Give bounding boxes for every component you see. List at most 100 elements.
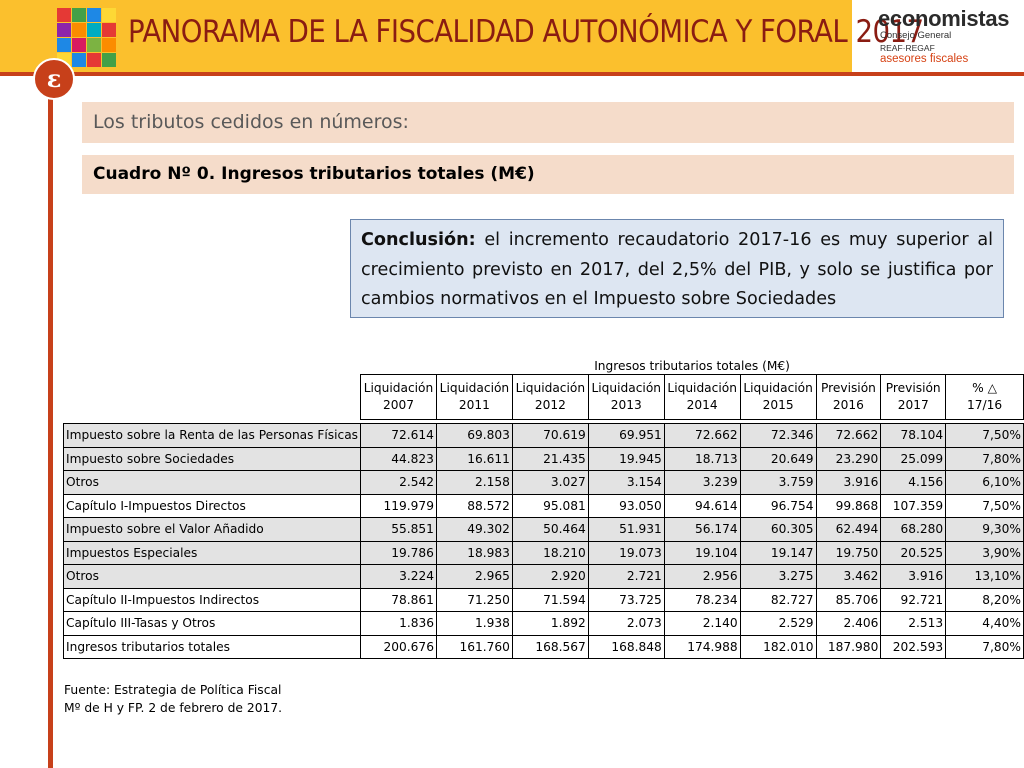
table-cell: 93.050	[587, 493, 665, 518]
brand-logo-text: economistas	[878, 6, 1010, 31]
column-header-line2: 17/16	[966, 398, 1003, 412]
column-header-row: Liquidación 2007 Liquidación 2011 Liquidació…	[64, 374, 1024, 420]
table-cell: 18.713	[663, 446, 741, 471]
column-header: Liquidación 2011	[435, 374, 513, 420]
column-header-line1: % △	[972, 381, 997, 395]
table-cell: 69.951	[587, 423, 665, 448]
row-label: Ingresos tributarios totales	[62, 634, 362, 659]
table-cell: 3.916	[815, 470, 882, 495]
table-cell: 95.081	[511, 493, 589, 518]
table-cell: 49.302	[435, 517, 513, 542]
table-body: Impuesto sobre la Renta de las Personas …	[62, 423, 1024, 659]
column-header-line2: 2016	[832, 398, 864, 412]
column-header-line2: 2014	[686, 398, 718, 412]
column-header-line1: Previsión	[885, 381, 941, 395]
left-margin-rule	[48, 72, 53, 768]
table-cell: 69.803	[435, 423, 513, 448]
table-cell: 8,20%	[945, 587, 1024, 612]
conclusion-box: Conclusión: el incremento recaudatorio 2…	[350, 219, 1004, 318]
table-row: Impuesto sobre la Renta de las Personas …	[62, 423, 1024, 448]
column-header: Liquidación 2014	[663, 374, 741, 420]
source-line-1: Fuente: Estrategia de Política Fiscal	[64, 683, 282, 697]
table-cell: 88.572	[435, 493, 513, 518]
table-cell: 78.234	[663, 587, 741, 612]
table-cell: 200.676	[360, 634, 437, 659]
table-cell: 25.099	[880, 446, 947, 471]
table-cell: 55.851	[360, 517, 437, 542]
table-row: Capítulo III-Tasas y Otros 1.836 1.938 1.89…	[62, 611, 1024, 636]
table-cell: 72.662	[815, 423, 882, 448]
table-cell: 182.010	[739, 634, 817, 659]
table-cell: 168.848	[587, 634, 665, 659]
table-cell: 19.786	[360, 540, 437, 565]
table-cell: 3.154	[587, 470, 665, 495]
row-label: Impuesto sobre el Valor Añadido	[62, 517, 362, 542]
column-header-line2: 2015	[762, 398, 794, 412]
column-header: Liquidación 2013	[587, 374, 665, 420]
table-row: Impuesto sobre Sociedades 44.823 16.611 21.…	[62, 446, 1024, 471]
table-cell: 3.462	[815, 564, 882, 589]
column-header: Previsión 2016	[815, 374, 882, 420]
table-cell: 82.727	[739, 587, 817, 612]
table-cell: 3.275	[739, 564, 817, 589]
column-header: Previsión 2017	[880, 374, 947, 420]
table-cell: 2.956	[663, 564, 741, 589]
table-cell: 1.892	[511, 611, 589, 636]
table-cell: 202.593	[880, 634, 947, 659]
table-cell: 85.706	[815, 587, 882, 612]
table-cell: 2.406	[815, 611, 882, 636]
table-cell: 78.104	[880, 423, 947, 448]
table-cell: 2.513	[880, 611, 947, 636]
table-cell: 2.965	[435, 564, 513, 589]
table-cell: 3.027	[511, 470, 589, 495]
table-cell: 60.305	[739, 517, 817, 542]
header-divider	[0, 72, 1024, 76]
table-cell: 99.868	[815, 493, 882, 518]
table-cell: 73.725	[587, 587, 665, 612]
table-cell: 50.464	[511, 517, 589, 542]
source-note: Fuente: Estrategia de Política Fiscal Mº…	[64, 681, 282, 717]
table-cell: 71.594	[511, 587, 589, 612]
table-cell: 4,40%	[945, 611, 1024, 636]
table-cell: 107.359	[880, 493, 947, 518]
table-cell: 72.662	[663, 423, 741, 448]
row-label: Impuestos Especiales	[62, 540, 362, 565]
epsilon-logo-icon: ε	[33, 58, 75, 100]
row-label: Impuesto sobre Sociedades	[62, 446, 362, 471]
table-cell: 3,90%	[945, 540, 1024, 565]
row-label: Capítulo I-Impuestos Directos	[62, 493, 362, 518]
table-cell: 3.759	[739, 470, 817, 495]
table-cell: 72.614	[360, 423, 437, 448]
table-cell: 2.920	[511, 564, 589, 589]
table-cell: 20.649	[739, 446, 817, 471]
table-caption: Ingresos tributarios totales (M€)	[594, 358, 790, 373]
table-cell: 4.156	[880, 470, 947, 495]
table-cell: 16.611	[435, 446, 513, 471]
row-label: Otros	[62, 564, 362, 589]
row-label: Capítulo III-Tasas y Otros	[62, 611, 362, 636]
table-cell: 2.542	[360, 470, 437, 495]
table-cell: 2.529	[739, 611, 817, 636]
table-cell: 62.494	[815, 517, 882, 542]
table-cell: 21.435	[511, 446, 589, 471]
table-row: Otros 3.224 2.965 2.920 2.721 2.956 3.275 3.462…	[62, 564, 1024, 589]
table-cell: 9,30%	[945, 517, 1024, 542]
table-cell: 1.836	[360, 611, 437, 636]
table-corner-blank	[64, 375, 361, 420]
column-header-line1: Liquidación	[667, 381, 737, 395]
row-label: Impuesto sobre la Renta de las Personas …	[62, 423, 362, 448]
column-header: Liquidación 2015	[739, 374, 817, 420]
table-cell: 94.614	[663, 493, 741, 518]
table-cell: 78.861	[360, 587, 437, 612]
table-cell: 44.823	[360, 446, 437, 471]
table-cell: 19.147	[739, 540, 817, 565]
source-line-2: Mº de H y FP. 2 de febrero de 2017.	[64, 701, 283, 715]
table-cell: 2.158	[435, 470, 513, 495]
table-cell: 7,50%	[945, 423, 1024, 448]
table-cell: 7,50%	[945, 493, 1024, 518]
column-header-line2: 2012	[534, 398, 566, 412]
table-cell: 187.980	[815, 634, 882, 659]
table-cell: 6,10%	[945, 470, 1024, 495]
conclusion-text: el incremento recaudatorio 2017-16 es mu…	[361, 230, 993, 309]
column-header-line1: Liquidación	[363, 381, 434, 395]
